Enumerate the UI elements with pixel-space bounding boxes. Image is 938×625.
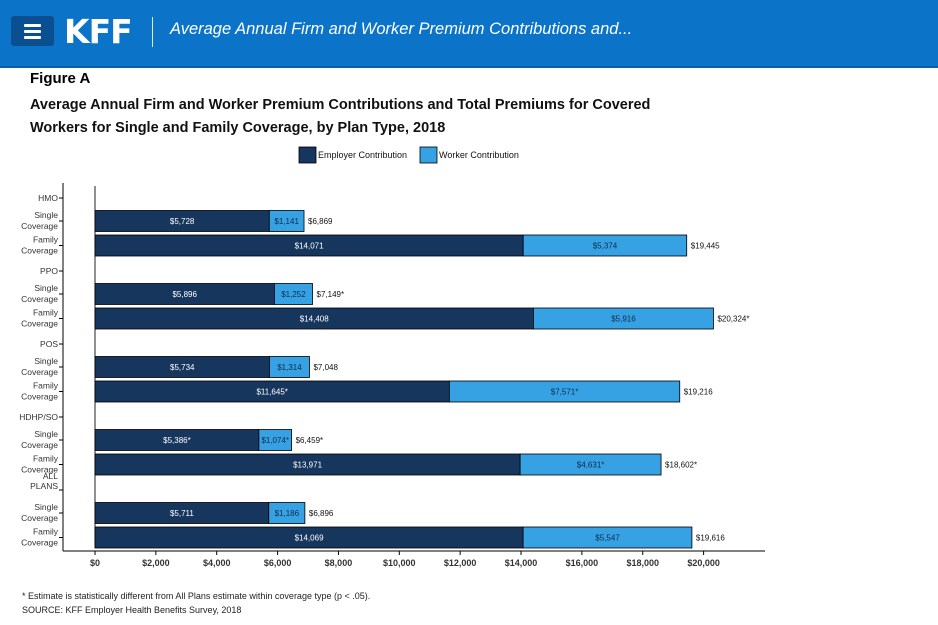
x-tick-label: $4,000 [203,558,231,568]
x-tick-label: $14,000 [505,558,538,568]
worker-value-label: $7,571* [551,388,579,397]
bar-worker [448,380,681,403]
legend-employer-label: Employer Contribution [318,150,407,160]
employer-value-label: $5,386* [163,436,191,445]
bar-worker [268,502,306,524]
bar-worker [533,307,714,330]
bar-worker [268,210,305,232]
row-label: Coverage [21,294,58,304]
worker-value-label: $1,186 [275,509,300,518]
total-value-label: $7,048 [313,363,338,372]
row-label: Coverage [21,465,58,475]
top-bar: KFF Average Annual Firm and Worker Premi… [0,0,938,68]
header-title: Average Annual Firm and Worker Premium C… [170,20,633,38]
total-value-label: $6,869 [308,217,333,226]
total-value-label: $6,459* [296,436,324,445]
row-label: Coverage [21,221,58,231]
row-label: Family [33,381,59,391]
legend-worker-swatch [419,146,438,164]
bar-worker [522,526,693,549]
x-tick-label: $12,000 [444,558,477,568]
x-tick-label: $16,000 [566,558,599,568]
employer-value-label: $5,728 [170,217,195,226]
total-value-label: $19,216 [684,388,713,397]
row-label: Coverage [21,367,58,377]
employer-value-label: $14,408 [300,315,329,324]
row-label: Coverage [21,319,58,329]
total-value-label: $20,324* [717,315,749,324]
hamburger-icon-line [24,36,41,39]
group-label: ALL [43,471,58,481]
x-tick-label: $0 [90,558,100,568]
row-label: Single [34,356,58,366]
worker-value-label: $5,916 [611,315,636,324]
employer-value-label: $14,069 [295,534,324,543]
x-tick-label: $6,000 [264,558,292,568]
total-value-label: $7,149* [317,290,345,299]
header-divider [152,17,153,47]
employer-value-label: $5,711 [170,509,194,518]
worker-value-label: $5,547 [595,534,620,543]
worker-value-label: $1,141 [274,217,299,226]
figure-label: Figure A [30,70,91,87]
x-tick-label: $18,000 [626,558,659,568]
x-tick-label: $2,000 [142,558,170,568]
worker-value-label: $1,252 [281,290,306,299]
worker-value-label: $1,074* [261,436,289,445]
group-label: PPO [40,266,58,276]
row-label: Family [33,527,59,537]
group-label: PLANS [30,481,58,491]
employer-value-label: $5,896 [172,290,197,299]
chart-title: Average Annual Firm and Worker Premium C… [30,97,651,136]
employer-value-label: $5,734 [170,363,195,372]
employer-value-label: $14,071 [295,242,324,251]
group-label: HMO [38,193,58,203]
row-label: Coverage [21,246,58,256]
row-label: Coverage [21,538,58,548]
group-label: HDHP/SO [19,412,58,422]
bar-worker [274,283,313,305]
hamburger-icon-line [24,24,41,27]
worker-value-label: $1,314 [277,363,302,372]
row-label: Single [34,210,58,220]
x-tick-label: $10,000 [383,558,416,568]
bar-worker [258,429,292,451]
total-value-label: $18,602* [665,461,697,470]
bar-worker [522,234,688,257]
x-tick-label: $20,000 [687,558,720,568]
worker-value-label: $5,374 [593,242,618,251]
row-label: Single [34,502,58,512]
row-label: Family [33,308,59,318]
row-label: Coverage [21,513,58,523]
row-label: Coverage [21,392,58,402]
bar-chart: Employer Contribution Worker Contribution… [19,146,765,568]
x-tick-label: $8,000 [325,558,353,568]
total-value-label: $6,896 [309,509,334,518]
employer-value-label: $13,971 [293,461,322,470]
bar-worker [519,453,662,476]
total-value-label: $19,445 [691,242,720,251]
row-label: Family [33,235,59,245]
worker-value-label: $4,631* [577,461,605,470]
total-value-label: $19,616 [696,534,725,543]
footnote: * Estimate is statistically different fr… [22,591,371,601]
legend-employer-swatch [298,146,317,164]
menu-button[interactable] [11,16,54,46]
legend-worker-label: Worker Contribution [439,150,519,160]
hamburger-icon-line [24,30,41,33]
employer-value-label: $11,645* [256,388,287,397]
kff-logo[interactable]: KFF [64,12,133,51]
row-label: Family [33,454,59,464]
row-label: Coverage [21,440,58,450]
bar-worker [269,356,310,378]
row-label: Single [34,429,58,439]
group-label: POS [40,339,58,349]
source-note: SOURCE: KFF Employer Health Benefits Sur… [22,605,242,615]
row-label: Single [34,283,58,293]
